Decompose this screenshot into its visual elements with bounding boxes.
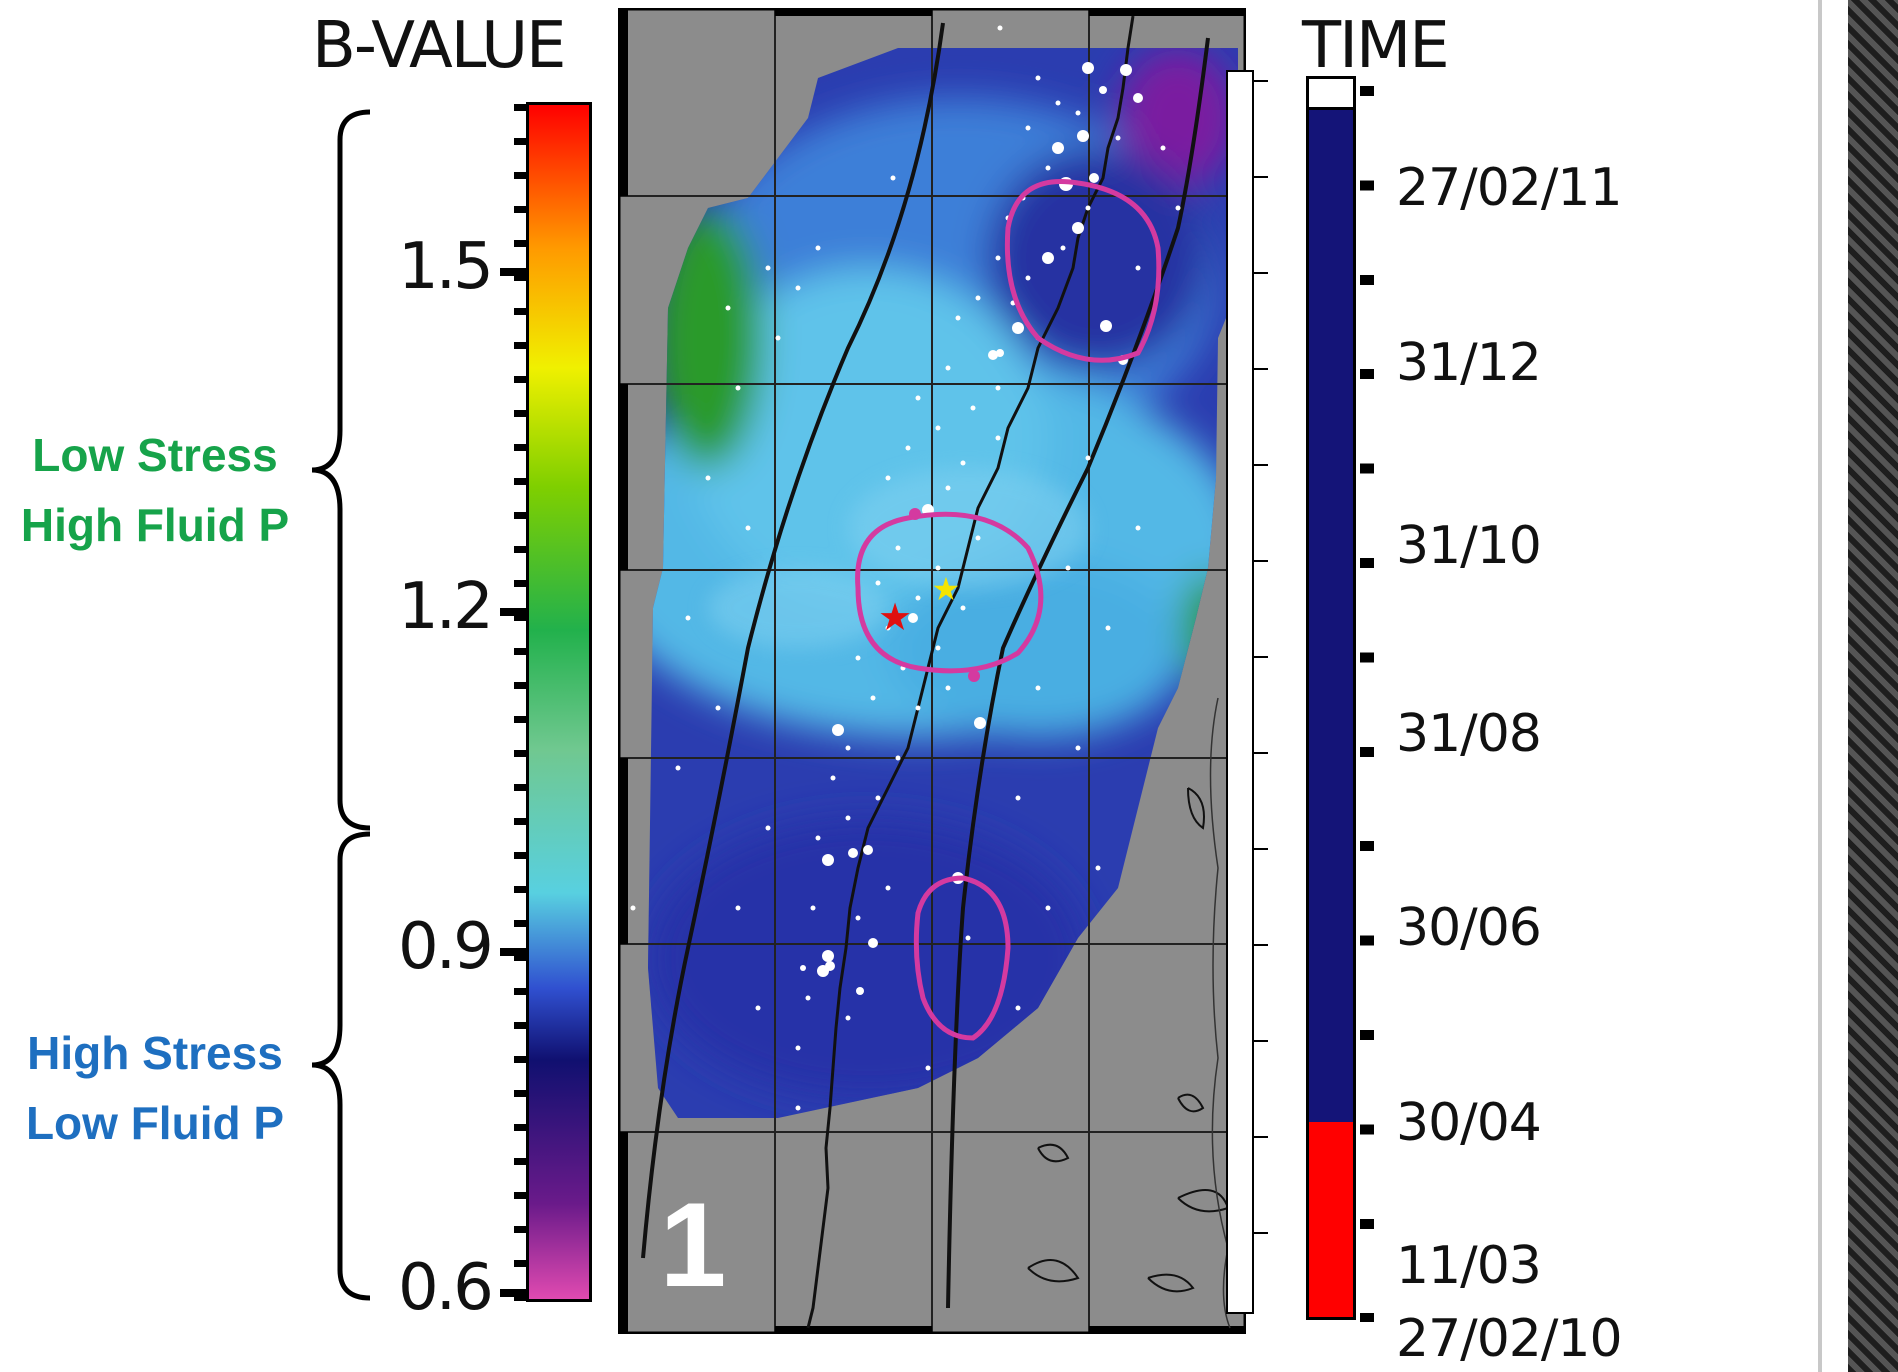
- time-colorbar: [1306, 76, 1356, 1320]
- map-region-light: [848, 468, 1088, 588]
- time-label: 30/04: [1396, 1093, 1542, 1153]
- map-grid: [618, 8, 1246, 1334]
- brace-low-stress: [311, 109, 371, 831]
- map-region-green: [653, 208, 763, 468]
- panel-label: 1: [660, 1178, 727, 1312]
- time-ticks: [1360, 86, 1374, 1322]
- time-label: 31/08: [1396, 704, 1542, 764]
- high-stress-label: High Stress Low Fluid P: [0, 1018, 310, 1158]
- time-label: 30/06: [1396, 898, 1542, 958]
- bvalue-tick-0-9: [500, 948, 528, 956]
- bvalue-map: ★ ★ 1: [618, 8, 1246, 1334]
- time-label: 31/12: [1396, 333, 1542, 393]
- yellow-star-marker: ★: [932, 571, 961, 607]
- time-label: 11/03: [1396, 1236, 1542, 1296]
- brace-high-stress: [311, 831, 371, 1301]
- low-stress-label: Low Stress High Fluid P: [0, 420, 310, 560]
- time-label: 31/10: [1396, 516, 1542, 576]
- anomaly-outline-central: [855, 511, 1044, 674]
- time-colorbar-bottom: [1309, 1122, 1353, 1317]
- anomaly-outline-north: [1004, 179, 1162, 363]
- map-region-cyan: [888, 558, 1188, 738]
- bvalue-tick-1-2: [500, 608, 528, 616]
- decorative-divider: [1818, 0, 1822, 1372]
- anomaly-outlines: [855, 179, 1162, 1041]
- bvalue-title: B-VALUE: [312, 9, 566, 83]
- high-stress-line2: Low Fluid P: [25, 1097, 285, 1149]
- anomaly-outline-south: [913, 875, 1011, 1041]
- map-side-strip-ticks: [1254, 80, 1268, 1310]
- bvalue-tick-label: 0.9: [398, 910, 494, 984]
- earthquake-points: [800, 62, 1143, 995]
- decorative-edge-pattern: [1848, 0, 1898, 1372]
- time-colorbar-top: [1309, 79, 1353, 110]
- time-label: 27/02/10: [1396, 1309, 1623, 1369]
- coastline-islands: [1027, 787, 1230, 1293]
- map-side-strip: [1226, 70, 1254, 1314]
- red-star-marker: ★: [878, 597, 912, 639]
- bvalue-minor-ticks: [514, 104, 528, 1302]
- bvalue-colorbar: [526, 102, 592, 1302]
- time-title: TIME: [1302, 9, 1450, 83]
- fault-lines: [641, 22, 1210, 1309]
- bvalue-tick-label: 1.2: [398, 570, 494, 644]
- bvalue-tick-label: 0.6: [398, 1251, 494, 1325]
- time-label: 27/02/11: [1396, 158, 1623, 218]
- low-stress-line1: Low Stress: [32, 429, 278, 481]
- coastline: [806, 15, 1135, 1329]
- anomaly-dots: [909, 508, 980, 682]
- map-region-purple: [1118, 48, 1238, 188]
- low-stress-line2: High Fluid P: [20, 499, 290, 551]
- bvalue-tick-1-5: [500, 268, 528, 276]
- bvalue-tick-0-6: [500, 1289, 528, 1297]
- bvalue-tick-label: 1.5: [398, 230, 494, 304]
- high-stress-line1: High Stress: [27, 1027, 283, 1079]
- map-region-deep-blue: [648, 818, 1088, 1098]
